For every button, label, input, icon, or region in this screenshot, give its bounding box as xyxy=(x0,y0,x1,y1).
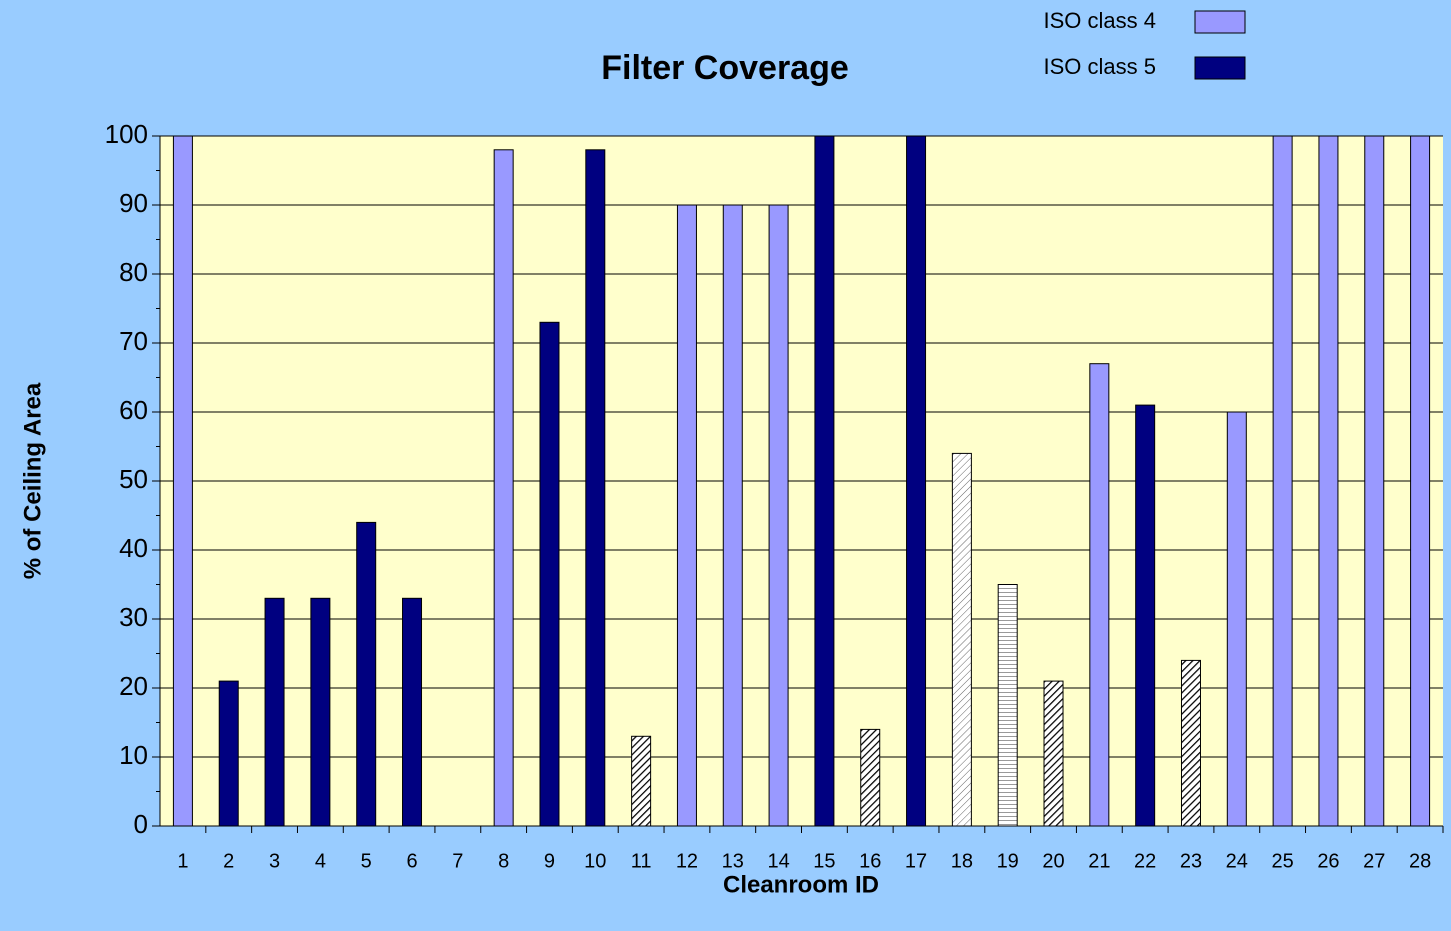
x-tick-label: 3 xyxy=(269,850,280,872)
legend-label: ISO class 5 xyxy=(1044,54,1156,79)
x-tick-label: 25 xyxy=(1272,850,1294,872)
x-tick-label: 26 xyxy=(1317,850,1339,872)
y-tick-label: 30 xyxy=(119,602,148,632)
x-tick-label: 8 xyxy=(498,850,509,872)
x-axis-label: Cleanroom ID xyxy=(723,871,879,898)
y-tick-label: 100 xyxy=(105,119,148,149)
y-tick-label: 60 xyxy=(119,395,148,425)
bar xyxy=(1226,411,1247,827)
x-tick-label: 14 xyxy=(767,850,789,872)
y-tick-label: 10 xyxy=(119,740,148,770)
bar xyxy=(814,135,835,827)
x-tick-label: 15 xyxy=(813,850,835,872)
bar xyxy=(1043,680,1064,827)
x-tick-label: 19 xyxy=(997,850,1019,872)
bar xyxy=(539,321,560,827)
x-tick-label: 20 xyxy=(1042,850,1064,872)
x-tick-label: 21 xyxy=(1088,850,1110,872)
x-tick-label: 1 xyxy=(177,850,188,872)
legend-swatch xyxy=(1194,10,1246,34)
bar xyxy=(1272,135,1293,827)
bar xyxy=(1364,135,1385,827)
bar xyxy=(906,135,927,827)
bar xyxy=(493,149,514,827)
x-tick-label: 7 xyxy=(452,850,463,872)
y-axis-label: % of Ceiling Area xyxy=(19,382,46,579)
x-tick-label: 17 xyxy=(905,850,927,872)
bar xyxy=(585,149,606,827)
bar xyxy=(997,584,1018,827)
y-tick-label: 70 xyxy=(119,326,148,356)
x-tick-label: 5 xyxy=(361,850,372,872)
bar xyxy=(951,452,972,827)
x-tick-label: 12 xyxy=(676,850,698,872)
legend-label: ISO class 4 xyxy=(1044,8,1156,33)
x-tick-label: 2 xyxy=(223,850,234,872)
bar xyxy=(1135,404,1156,827)
y-tick-label: 0 xyxy=(134,809,148,839)
x-tick-label: 9 xyxy=(544,850,555,872)
y-tick-label: 40 xyxy=(119,533,148,563)
x-tick-label: 10 xyxy=(584,850,606,872)
bar xyxy=(1089,363,1110,827)
bar xyxy=(218,680,239,827)
y-tick-label: 50 xyxy=(119,464,148,494)
x-tick-label: 16 xyxy=(859,850,881,872)
bar xyxy=(264,597,285,827)
x-tick-label: 23 xyxy=(1180,850,1202,872)
chart-title: Filter Coverage xyxy=(601,49,849,87)
bar xyxy=(676,204,697,827)
bar xyxy=(1318,135,1339,827)
x-tick-label: 18 xyxy=(951,850,973,872)
legend-swatch xyxy=(1194,56,1246,80)
x-tick-label: 11 xyxy=(631,850,652,872)
x-tick-label: 28 xyxy=(1409,850,1431,872)
x-tick-label: 22 xyxy=(1134,850,1156,872)
bar xyxy=(402,597,423,827)
bar xyxy=(356,521,377,827)
x-tick-label: 13 xyxy=(722,850,744,872)
x-tick-label: 6 xyxy=(406,850,417,872)
x-tick-label: 24 xyxy=(1226,850,1248,872)
bar xyxy=(172,135,193,827)
y-tick-label: 20 xyxy=(119,671,148,701)
x-tick-label: 27 xyxy=(1363,850,1385,872)
bar xyxy=(860,728,881,827)
bar xyxy=(631,735,652,827)
bar xyxy=(768,204,789,827)
bar xyxy=(722,204,743,827)
bar xyxy=(310,597,331,827)
bar xyxy=(1410,135,1431,827)
y-tick-label: 80 xyxy=(119,257,148,287)
bar xyxy=(1180,659,1201,827)
x-tick-label: 4 xyxy=(315,850,326,872)
y-tick-label: 90 xyxy=(119,188,148,218)
